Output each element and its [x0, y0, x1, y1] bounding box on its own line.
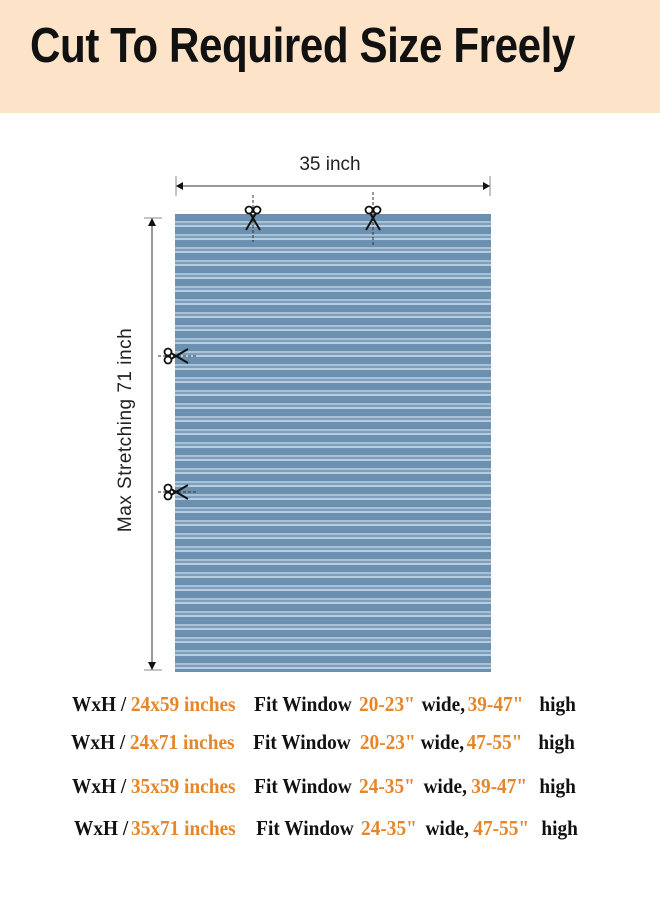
pleated-shade-image: [175, 214, 491, 672]
fit-label: Fit Window: [253, 730, 351, 754]
high-label: high: [541, 816, 578, 840]
width-range: 24-35": [359, 774, 415, 798]
wide-label: wide,: [423, 774, 467, 798]
size-value: 24x59 inches: [130, 692, 236, 716]
height-range: 39-47": [471, 774, 528, 798]
high-label: high: [539, 692, 576, 716]
size-prefix: WxH /: [72, 692, 127, 716]
scissors-icon: [364, 192, 382, 245]
wide-label: wide,: [425, 816, 469, 840]
fit-label: Fit Window: [254, 692, 352, 716]
height-dimension-arrow: [144, 217, 162, 671]
size-value: 24x71 inches: [129, 730, 235, 754]
wide-label: wide,: [421, 692, 466, 716]
height-range: 39-47": [467, 692, 524, 716]
size-value: 35x71 inches: [131, 816, 236, 840]
high-label: high: [538, 730, 575, 754]
size-prefix: WxH /: [72, 774, 127, 798]
scissors-icon: [158, 483, 196, 501]
size-value: 35x59 inches: [130, 774, 236, 798]
title-banner: Cut To Required Size Freely: [0, 0, 660, 113]
scissors-icon: [244, 195, 262, 242]
fit-label: Fit Window: [256, 816, 354, 840]
width-range: 20-23": [359, 730, 416, 754]
high-label: high: [539, 774, 576, 798]
wide-label: wide,: [420, 730, 465, 754]
height-range: 47-55": [466, 730, 523, 754]
size-prefix: WxH /: [74, 816, 129, 840]
fit-label: Fit Window: [254, 774, 352, 798]
height-range: 47-55": [473, 816, 530, 840]
width-range: 20-23": [359, 692, 415, 716]
width-dimension-arrow: [175, 176, 491, 196]
banner-title: Cut To Required Size Freely: [30, 19, 575, 73]
size-prefix: WxH /: [71, 730, 126, 754]
scissors-icon: [158, 347, 196, 365]
width-label: 35 inch: [299, 154, 361, 175]
width-range: 24-35": [361, 816, 417, 840]
